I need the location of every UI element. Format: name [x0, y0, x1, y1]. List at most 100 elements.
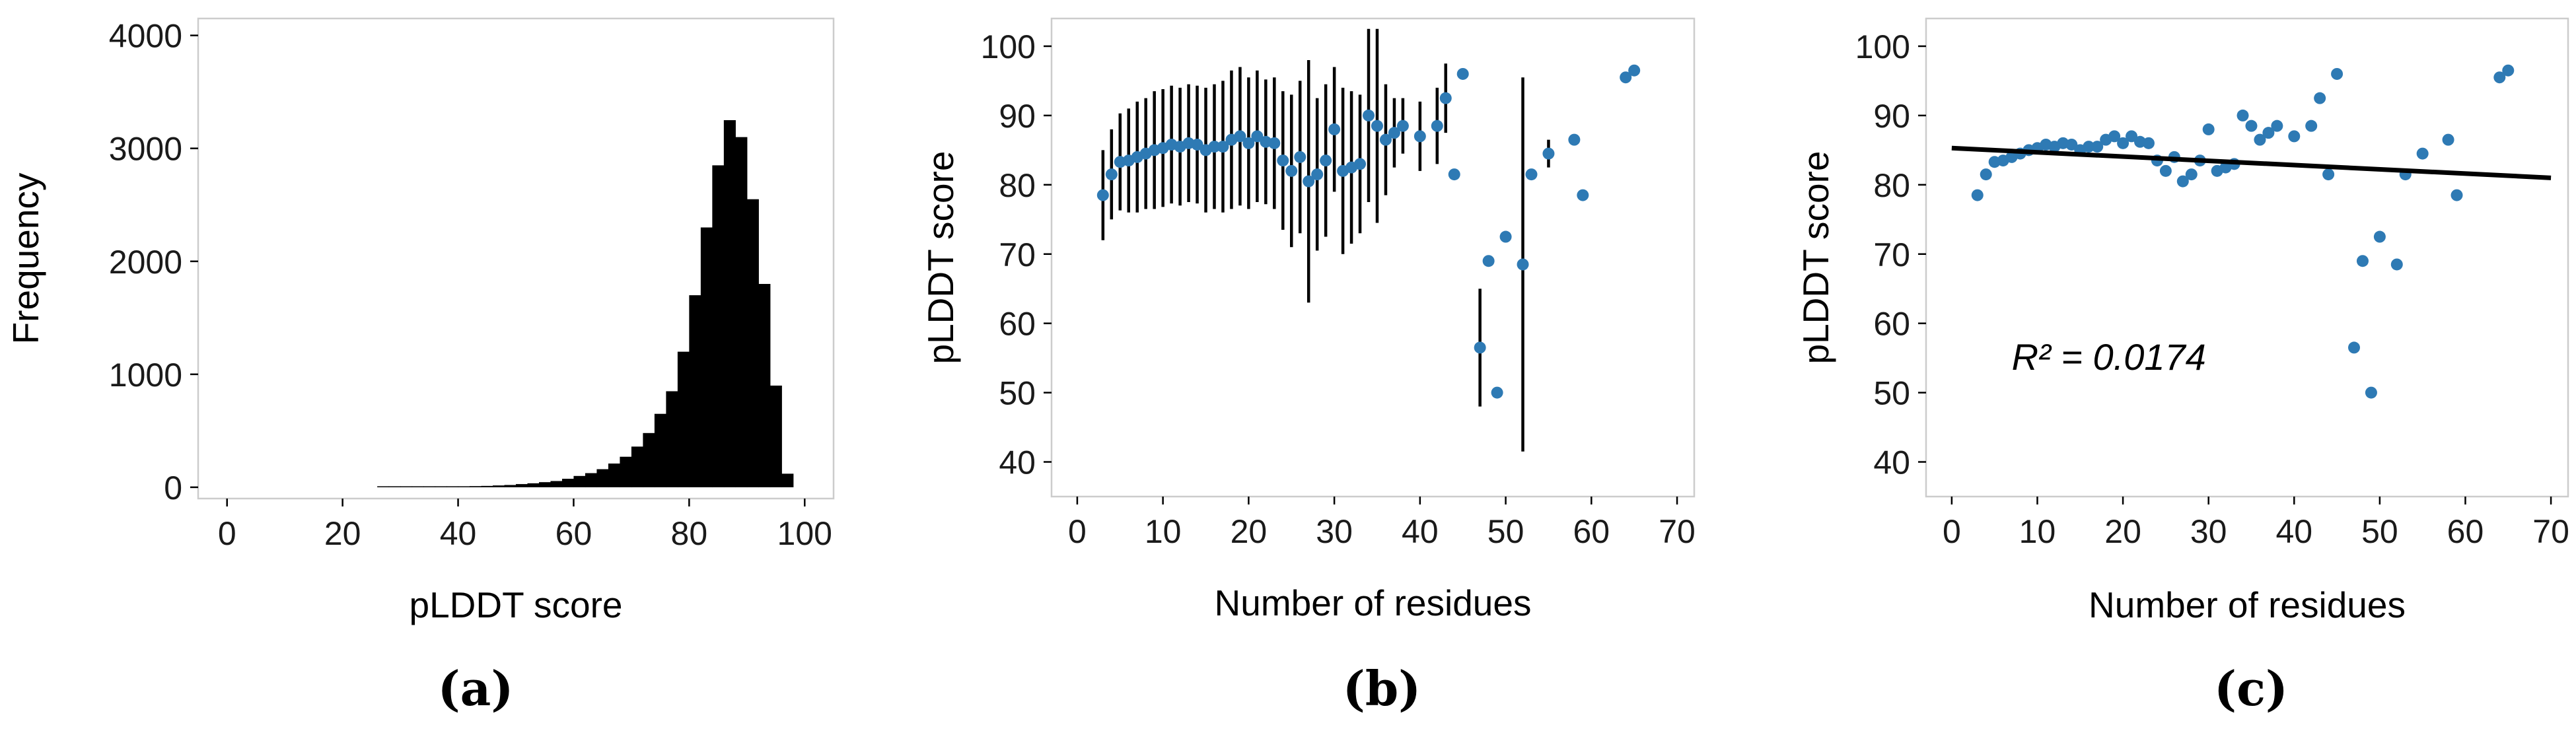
data-point	[2416, 147, 2429, 160]
histogram-bar	[631, 446, 643, 487]
data-point	[2126, 130, 2138, 143]
x-tick-label: 10	[1145, 513, 1182, 550]
data-point	[1294, 151, 1306, 163]
x-tick-label: 20	[1231, 513, 1268, 550]
histogram-bar	[781, 473, 794, 487]
data-point	[1474, 341, 1486, 354]
panel-caption: (a)	[438, 660, 514, 716]
data-point	[2305, 120, 2318, 132]
data-point	[2331, 67, 2343, 80]
y-tick-label: 60	[999, 306, 1036, 343]
x-tick-label: 60	[1573, 513, 1610, 550]
y-tick-label: 50	[999, 375, 1036, 412]
data-point	[1251, 130, 1264, 143]
data-point	[1208, 141, 1221, 153]
data-point	[2142, 137, 2155, 149]
histogram-bar	[516, 484, 528, 487]
data-point	[2314, 92, 2326, 104]
data-point	[1217, 141, 1229, 153]
data-point	[1431, 120, 1443, 132]
x-tick-label: 80	[671, 515, 708, 552]
x-tick-label: 70	[2532, 513, 2569, 550]
histogram-bar	[388, 486, 401, 487]
histogram-bar	[481, 485, 493, 487]
data-point	[2356, 255, 2369, 267]
y-tick-label: 70	[999, 236, 1036, 273]
data-point	[2502, 64, 2515, 77]
y-tick-label: 40	[1873, 444, 1910, 481]
histogram-bar	[585, 473, 598, 487]
data-point	[1628, 64, 1641, 77]
x-axis-title: Number of residues	[2089, 584, 2406, 625]
histogram-bar	[493, 485, 505, 487]
data-point	[1277, 155, 1289, 167]
histogram-bar	[527, 483, 540, 487]
x-tick-label: 50	[1487, 513, 1524, 550]
y-tick-label: 100	[981, 28, 1036, 65]
histogram-bar	[654, 413, 666, 487]
histogram-bar	[411, 486, 424, 487]
axes-frame	[1050, 17, 1696, 498]
data-point	[2262, 127, 2275, 139]
x-tick-label: 50	[2361, 513, 2398, 550]
y-tick-label: 90	[999, 98, 1036, 135]
y-tick-label: 40	[999, 444, 1036, 481]
histogram-bar	[596, 469, 609, 487]
histogram-bar	[573, 475, 586, 487]
data-point	[1456, 67, 1469, 80]
histogram-bar	[423, 486, 436, 487]
data-point	[2451, 189, 2463, 201]
x-tick-label: 40	[2275, 513, 2312, 550]
x-tick-label: 0	[1943, 513, 1961, 550]
histogram-bar	[700, 227, 713, 487]
y-tick-label: 80	[999, 167, 1036, 204]
x-tick-label: 20	[324, 515, 361, 552]
data-point	[1268, 137, 1281, 149]
y-tick-label: 4000	[109, 18, 182, 55]
data-point	[1320, 155, 1332, 167]
x-tick-label: 60	[555, 515, 592, 552]
data-point	[1971, 189, 1984, 201]
histogram-bar	[666, 391, 678, 487]
histogram-bar	[400, 486, 413, 487]
data-point	[1525, 168, 1538, 181]
data-point	[1379, 133, 1392, 146]
data-point	[1242, 137, 1255, 149]
histogram-bar	[504, 485, 517, 487]
data-point	[1371, 120, 1383, 132]
data-point	[1499, 230, 1512, 243]
x-tick-label: 0	[1068, 513, 1087, 550]
data-point	[2108, 130, 2121, 143]
data-point	[2373, 230, 2386, 243]
data-point	[2185, 168, 2198, 181]
panel-c-regression-plot: 0 10 20 30 40 50 60 70 40 50 60 70 80 90 100 Number of …	[1795, 17, 2569, 716]
data-point	[1388, 127, 1400, 139]
data-point	[1491, 386, 1503, 399]
histogram-bar	[620, 456, 632, 487]
data-point	[2288, 130, 2301, 143]
data-point	[2245, 120, 2258, 132]
data-point	[2117, 137, 2129, 149]
x-tick-label: 10	[2019, 513, 2056, 550]
x-tick-label: 100	[777, 515, 832, 552]
data-point	[2083, 141, 2095, 153]
histogram-bar	[608, 463, 621, 487]
panel-b-errorbar-plot: 0 10 20 30 40 50 60 70 40 50 60 70 80 90 100 Number of …	[920, 17, 1696, 716]
data-point	[2236, 109, 2249, 122]
data-point	[1396, 120, 1409, 132]
y-tick-label: 70	[1873, 236, 1910, 273]
y-axis-title: pLDDT score	[920, 151, 961, 364]
y-axis-title: Frequency	[5, 172, 46, 344]
data-point	[1980, 168, 1992, 181]
data-point	[1311, 168, 1324, 181]
data-point	[1620, 71, 1632, 84]
data-point	[1285, 164, 1298, 177]
data-point	[1448, 168, 1460, 181]
x-tick-label: 0	[218, 515, 236, 552]
histogram-bar	[723, 120, 736, 487]
data-point	[1303, 175, 1315, 188]
data-point	[1105, 168, 1118, 181]
y-tick-label: 80	[1873, 167, 1910, 204]
y-tick-label: 2000	[109, 244, 182, 281]
